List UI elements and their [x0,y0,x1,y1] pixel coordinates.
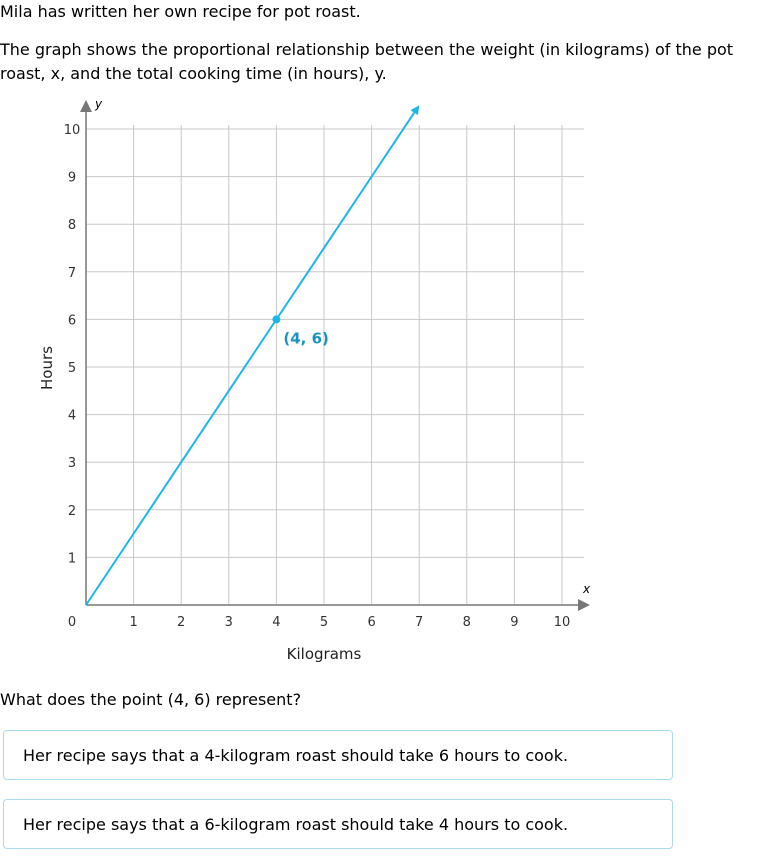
series-line-arrow [410,105,420,116]
x-tick-label: 8 [463,615,471,630]
y-tick-label: 8 [68,218,76,233]
description-line-2: roast, x, and the total cooking time (in… [0,64,387,83]
chart-axes [80,100,590,611]
y-tick-label: 2 [68,504,76,519]
y-tick-label: 4 [68,409,76,424]
chart-tick-labels: 0 1 2 3 4 5 6 7 8 9 10 1 2 3 4 5 6 7 8 9 10 [64,123,571,630]
answer-choice-a-label: Her recipe says that a 4-kilogram roast … [23,746,569,765]
x-tick-label: 3 [225,615,233,630]
y-tick-label: 5 [68,361,76,376]
y-tick-label: 6 [68,313,76,328]
answer-choice-b-label: Her recipe says that a 6-kilogram roast … [23,815,569,834]
x-axis-variable: x [582,582,591,596]
answer-choice-a[interactable]: Her recipe says that a 4-kilogram roast … [3,730,673,780]
y-axis-arrow [80,100,92,112]
question-text: What does the point (4, 6) represent? [0,690,302,709]
x-tick-label: 5 [320,615,328,630]
y-axis-variable: y [94,97,103,111]
chart-series [85,105,420,606]
y-axis-title: Hours [38,346,56,390]
series-line [85,112,416,606]
x-tick-label: 2 [177,615,185,630]
y-tick-label: 9 [68,171,76,186]
highlight-point [272,315,281,324]
x-tick-label: 7 [415,615,423,630]
answer-choice-b[interactable]: Her recipe says that a 6-kilogram roast … [3,799,673,849]
y-tick-label: 3 [68,456,76,471]
x-tick-label: 1 [129,615,137,630]
x-tick-label: 4 [272,615,280,630]
description-line-1: The graph shows the proportional relatio… [0,40,734,59]
x-axis-arrow [578,599,590,611]
x-axis-title: Kilograms [287,645,362,663]
highlight-point-label: (4, 6) [283,329,329,347]
intro-text: Mila has written her own recipe for pot … [0,2,361,21]
y-tick-label: 7 [68,266,76,281]
x-tick-label: 6 [367,615,375,630]
chart-grid [86,125,584,605]
x-tick-label: 9 [510,615,518,630]
x-tick-label: 10 [554,615,571,630]
y-tick-label: 10 [64,123,81,138]
x-tick-label: 0 [68,615,76,630]
y-tick-label: 1 [68,551,76,566]
